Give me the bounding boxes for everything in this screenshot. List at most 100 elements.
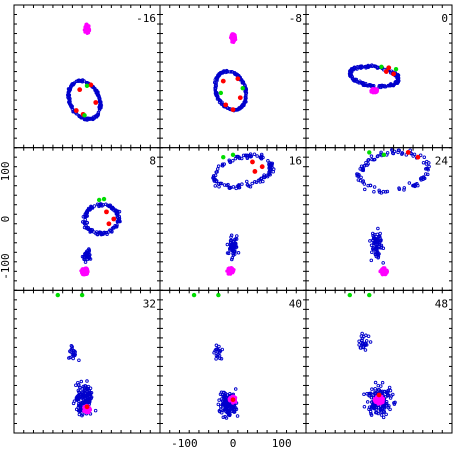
blue-particle (236, 154, 240, 159)
blue-particle (104, 202, 108, 207)
blue-particle (248, 184, 253, 189)
blue-particle (80, 80, 85, 84)
blue-particle (353, 77, 357, 82)
blue-particle (254, 180, 259, 184)
blue-particle (72, 349, 76, 353)
blue-particle (117, 209, 122, 214)
green-particle (347, 292, 352, 298)
green-particle (96, 197, 102, 203)
blue-particle (397, 148, 401, 153)
blue-particle (357, 343, 361, 347)
blue-particle (229, 70, 234, 74)
blue-particle (262, 175, 266, 179)
red-particle (84, 404, 90, 410)
red-particle (73, 108, 79, 113)
blue-particle (382, 406, 387, 410)
red-particle (93, 100, 99, 105)
blue-particle (231, 158, 235, 163)
blue-particle (214, 179, 218, 184)
blue-particle (368, 340, 373, 344)
blue-particle (115, 215, 120, 219)
blue-particle (218, 99, 222, 103)
blue-particle (366, 157, 371, 162)
blue-particle (402, 186, 407, 190)
blue-particle (232, 238, 237, 242)
red-particle (106, 221, 112, 227)
blue-particle (219, 357, 224, 361)
magenta-particle (226, 272, 230, 276)
panel--16 (66, 22, 104, 122)
blue-particle (360, 331, 364, 336)
blue-particle (397, 187, 402, 191)
blue-particle (242, 100, 247, 104)
red-particle (230, 397, 236, 403)
blue-particle (369, 395, 374, 400)
axes-layer: -16 -8 0 8 100 0 -100 16 24 32 40 -100 0 100 48 (0, 4, 453, 450)
blue-particle (215, 349, 220, 354)
panel-0 (347, 63, 401, 95)
green-particle (367, 292, 372, 298)
blue-particle (425, 172, 430, 177)
blue-particle (367, 405, 372, 409)
blue-particle (244, 99, 248, 104)
blue-particle (93, 408, 98, 413)
blue-particle (241, 80, 246, 84)
blue-particle (75, 398, 79, 402)
blue-particle (367, 64, 371, 69)
blue-particle (367, 393, 371, 398)
blue-particle (214, 81, 218, 85)
blue-particle (226, 251, 231, 256)
red-particle (77, 87, 83, 93)
blue-particle (255, 154, 259, 158)
blue-particle (377, 188, 381, 193)
blue-particle (240, 104, 245, 108)
blue-particle (85, 221, 90, 225)
blue-particle (253, 179, 257, 184)
blue-particle (226, 409, 231, 413)
blue-particle (377, 234, 382, 239)
blue-particle (218, 181, 223, 186)
green-particle (216, 292, 221, 298)
blue-particle (372, 185, 377, 189)
blue-particle (214, 357, 218, 361)
blue-particle (86, 387, 90, 391)
blue-particle (379, 83, 383, 88)
blue-particle (232, 249, 236, 254)
blue-particle (88, 253, 92, 257)
blue-particle (378, 231, 382, 236)
blue-particle (214, 343, 219, 348)
green-particle (79, 292, 85, 298)
blue-particle (231, 185, 236, 189)
blue-particle (372, 232, 377, 237)
blue-particle (80, 413, 84, 418)
blue-particle (68, 355, 72, 360)
blue-particle (79, 394, 83, 399)
blue-particle (100, 232, 105, 237)
panel-label: -16 (136, 12, 156, 25)
blue-particle (79, 116, 83, 120)
blue-particle (356, 178, 361, 182)
blue-particle (107, 230, 111, 234)
blue-particle (365, 400, 370, 404)
blue-particle (364, 66, 368, 70)
magenta-particle (80, 269, 84, 274)
blue-particle (384, 390, 389, 395)
blue-particle (388, 407, 392, 412)
blue-particle (227, 159, 232, 164)
blue-particle (74, 383, 78, 387)
blue-particle (358, 346, 363, 350)
blue-particle (386, 83, 390, 88)
blue-particle (90, 229, 94, 233)
blue-particle (215, 167, 220, 171)
blue-particle (94, 230, 99, 234)
panel-frame (305, 4, 453, 149)
blue-particle (213, 184, 218, 188)
blue-particle (237, 106, 241, 110)
blue-particle (388, 388, 393, 393)
blue-particle (70, 105, 74, 110)
magenta-particle (372, 397, 377, 401)
blue-particle (362, 163, 367, 168)
blue-particle (379, 191, 384, 195)
blue-particle (386, 405, 391, 410)
green-particle (381, 152, 387, 158)
